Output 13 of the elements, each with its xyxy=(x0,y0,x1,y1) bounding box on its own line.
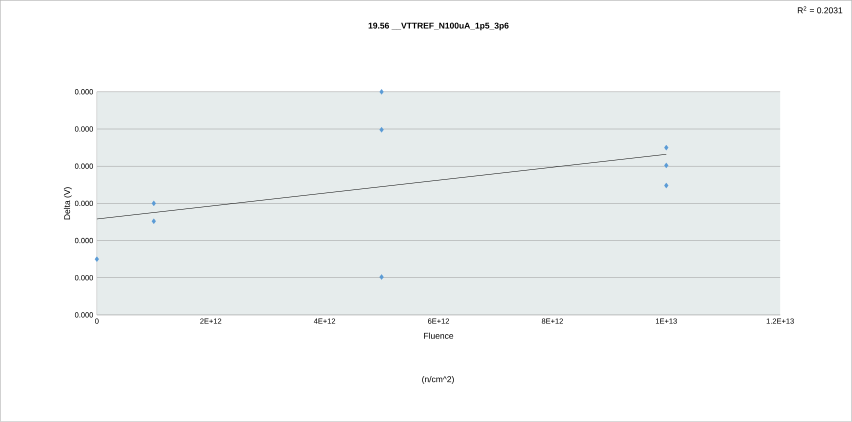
point xyxy=(379,127,384,133)
text: (n/cm^2) xyxy=(422,376,454,384)
point xyxy=(379,89,384,95)
chart-title: 19.56 __VTTREF_N100uA_1p5_3p6 xyxy=(368,22,509,30)
point xyxy=(664,182,668,188)
point xyxy=(152,200,156,206)
text: R$^{2}$ = 0.2031 xyxy=(798,6,842,14)
y-axis-title: Delta (V) xyxy=(64,187,72,220)
point xyxy=(379,274,384,280)
x-axis-title: Fluence xyxy=(424,332,454,339)
point xyxy=(152,218,156,224)
point xyxy=(94,256,100,262)
point xyxy=(664,162,668,168)
